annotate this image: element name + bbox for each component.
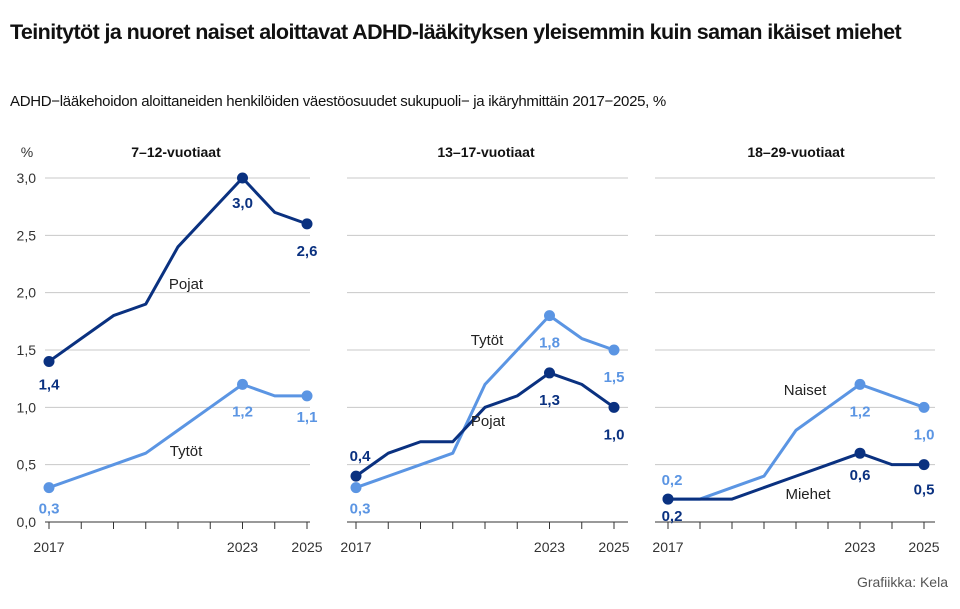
x-tick-label: 2025 — [598, 539, 629, 555]
series-line-miehet — [668, 451, 924, 501]
x-tick-label: 2023 — [534, 539, 565, 555]
data-label: 1,0 — [604, 426, 625, 443]
series-line-pojat — [48, 176, 308, 363]
y-tick-label: 0,0 — [17, 514, 37, 530]
series-line-pojat — [355, 371, 615, 478]
chart-title: Teinitytöt ja nuoret naiset aloittavat A… — [10, 20, 902, 44]
series-name-label: Naiset — [784, 382, 827, 399]
data-point — [608, 401, 620, 413]
series-line-tytöt — [48, 382, 307, 490]
series-name-label: Tytöt — [471, 332, 504, 349]
data-label: 1,8 — [539, 335, 560, 352]
data-label: 1,1 — [297, 409, 318, 426]
data-label: 0,3 — [39, 501, 60, 518]
data-point — [350, 470, 362, 482]
data-point — [237, 378, 248, 390]
data-label: 3,0 — [232, 195, 253, 212]
data-point — [237, 172, 248, 184]
data-point — [608, 344, 620, 356]
data-point — [854, 378, 866, 390]
x-tick-label: 2017 — [340, 539, 371, 555]
x-tick-label: 2025 — [908, 539, 939, 555]
data-point — [350, 482, 362, 494]
panel-title: 13–17-vuotiaat — [437, 144, 535, 160]
data-label: 0,3 — [350, 501, 371, 518]
data-label: 0,6 — [850, 467, 871, 484]
data-label: 1,2 — [232, 403, 253, 420]
data-label: 0,4 — [350, 448, 372, 465]
data-point — [662, 493, 674, 505]
chart-subtitle: ADHD−lääkehoidon aloittaneiden henkilöid… — [10, 93, 666, 110]
data-label: 0,2 — [662, 508, 683, 525]
y-axis-unit: % — [21, 144, 33, 160]
data-label: 2,6 — [297, 243, 318, 260]
data-point — [544, 310, 555, 322]
series-name-label: Pojat — [471, 413, 506, 430]
source-credit: Grafiikka: Kela — [856, 574, 948, 590]
data-label: 1,0 — [914, 426, 935, 443]
panel-title: 18–29-vuotiaat — [747, 144, 845, 160]
data-point — [301, 390, 313, 402]
data-point — [301, 218, 313, 230]
x-tick-label: 2017 — [652, 539, 683, 555]
data-label: 0,5 — [914, 482, 935, 499]
series-name-label: Miehet — [785, 486, 831, 503]
y-tick-label: 2,5 — [17, 227, 37, 243]
series-line-naiset — [668, 382, 925, 501]
data-point — [43, 482, 55, 494]
y-tick-label: 3,0 — [17, 170, 37, 186]
y-tick-label: 1,0 — [17, 399, 37, 415]
data-point — [918, 401, 930, 413]
series-line-tytöt — [355, 314, 615, 490]
panel-title: 7–12-vuotiaat — [131, 144, 221, 160]
x-tick-label: 2017 — [33, 539, 64, 555]
x-tick-label: 2023 — [844, 539, 875, 555]
data-label: 1,5 — [604, 369, 625, 386]
data-point — [918, 459, 930, 471]
data-point — [544, 367, 555, 379]
y-tick-label: 0,5 — [17, 457, 37, 473]
data-label: 1,3 — [539, 392, 560, 409]
x-tick-label: 2025 — [291, 539, 322, 555]
series-name-label: Tytöt — [170, 443, 203, 460]
data-label: 1,4 — [39, 376, 61, 393]
data-label: 0,2 — [662, 472, 683, 489]
y-tick-label: 2,0 — [17, 285, 37, 301]
data-label: 1,2 — [850, 403, 871, 420]
data-point — [854, 447, 866, 459]
x-tick-label: 2023 — [227, 539, 258, 555]
series-name-label: Pojat — [169, 276, 204, 293]
data-point — [43, 355, 55, 367]
y-tick-label: 1,5 — [17, 342, 37, 358]
